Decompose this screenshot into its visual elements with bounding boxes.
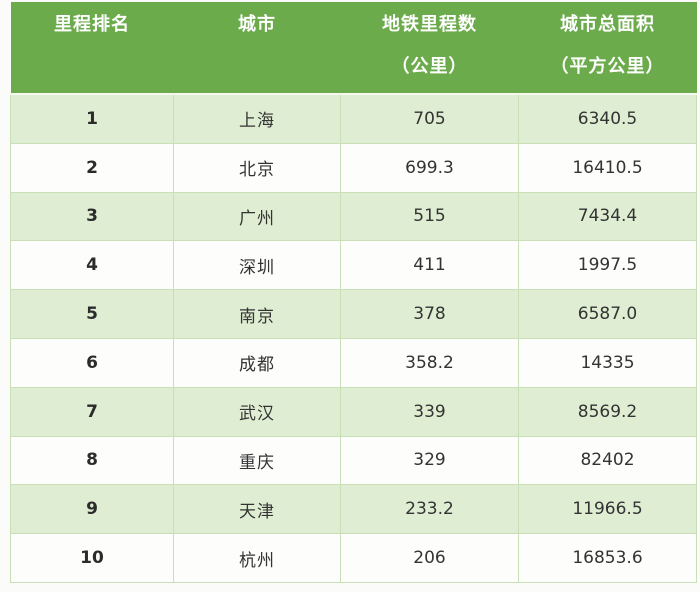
city-cell: 重庆 xyxy=(173,435,341,486)
area-cell: 82402 xyxy=(518,435,697,486)
city-cell: 杭州 xyxy=(173,533,341,583)
city-cell: 深圳 xyxy=(173,240,341,291)
table-row: 7 武汉 339 8569.2 xyxy=(10,386,697,437)
rank-cell: 8 xyxy=(10,435,174,486)
area-cell: 16853.6 xyxy=(518,533,697,583)
table-row: 4 深圳 411 1997.5 xyxy=(10,240,697,291)
mileage-cell: 699.3 xyxy=(340,142,519,193)
area-cell: 11966.5 xyxy=(518,484,697,535)
table-row: 1 上海 705 6340.5 xyxy=(10,93,697,144)
area-cell: 8569.2 xyxy=(518,386,697,437)
table-row: 5 南京 378 6587.0 xyxy=(10,289,697,339)
mileage-cell: 329 xyxy=(340,435,519,486)
area-cell: 16410.5 xyxy=(518,142,697,193)
area-cell: 1997.5 xyxy=(518,240,697,291)
rank-cell: 4 xyxy=(10,240,174,291)
rank-cell: 7 xyxy=(10,386,174,437)
table-row: 3 广州 515 7434.4 xyxy=(10,191,697,242)
header-rank-label: 里程排名 xyxy=(54,14,130,35)
header-city-label: 城市 xyxy=(238,14,276,35)
city-cell: 广州 xyxy=(173,191,341,242)
city-cell: 南京 xyxy=(173,289,341,339)
table-row: 8 重庆 329 82402 xyxy=(10,435,697,486)
area-cell: 6587.0 xyxy=(518,289,697,339)
area-cell: 14335 xyxy=(518,337,697,388)
rank-cell: 9 xyxy=(10,484,174,535)
mileage-cell: 705 xyxy=(340,93,519,144)
mileage-cell: 233.2 xyxy=(340,484,519,535)
rank-cell: 1 xyxy=(10,93,174,144)
area-cell: 7434.4 xyxy=(518,191,697,242)
city-cell: 成都 xyxy=(173,337,341,388)
header-area: 城市总面积 （平方公里） xyxy=(518,2,697,94)
rank-cell: 3 xyxy=(10,191,174,242)
city-cell: 北京 xyxy=(173,142,341,193)
rank-cell: 10 xyxy=(10,533,174,583)
mileage-cell: 339 xyxy=(340,386,519,437)
mileage-cell: 378 xyxy=(340,289,519,339)
rank-cell: 5 xyxy=(10,289,174,339)
header-mileage-label: 地铁里程数 xyxy=(382,14,477,35)
rank-cell: 2 xyxy=(10,142,174,193)
table-row: 9 天津 233.2 11966.5 xyxy=(10,484,697,535)
mileage-cell: 358.2 xyxy=(340,337,519,388)
header-mileage: 地铁里程数 （公里） xyxy=(340,2,519,94)
header-rank: 里程排名 xyxy=(10,2,174,94)
header-city: 城市 xyxy=(173,2,341,94)
mileage-cell: 515 xyxy=(340,191,519,242)
city-cell: 天津 xyxy=(173,484,341,535)
header-area-label: 城市总面积 xyxy=(560,14,655,35)
table-row: 2 北京 699.3 16410.5 xyxy=(10,142,697,193)
city-cell: 武汉 xyxy=(173,386,341,437)
mileage-cell: 411 xyxy=(340,240,519,291)
header-mileage-unit: （公里） xyxy=(391,56,468,77)
header-area-unit: （平方公里） xyxy=(550,56,665,77)
city-cell: 上海 xyxy=(173,93,341,144)
table-row: 6 成都 358.2 14335 xyxy=(10,337,697,388)
metro-mileage-table: 里程排名 城市 地铁里程数 （公里） 城市总面积 （平方公里） 1 xyxy=(10,2,697,583)
area-cell: 6340.5 xyxy=(518,93,697,144)
rank-cell: 6 xyxy=(10,337,174,388)
mileage-cell: 206 xyxy=(340,533,519,583)
table-row: 10 杭州 206 16853.6 xyxy=(10,533,697,583)
header-row: 里程排名 城市 地铁里程数 （公里） 城市总面积 （平方公里） xyxy=(10,2,697,94)
